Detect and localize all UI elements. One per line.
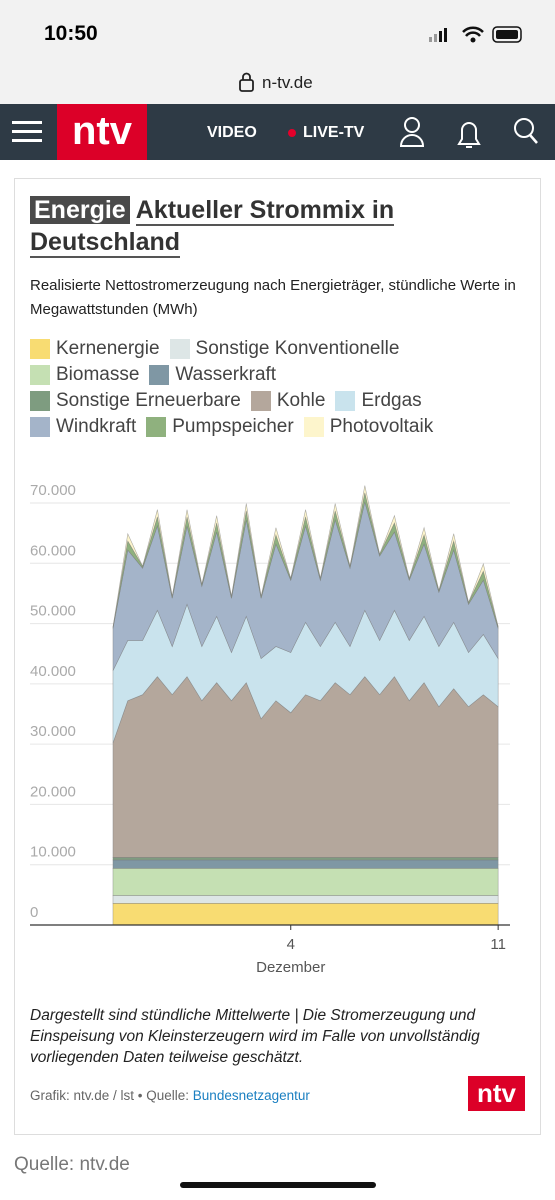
- lock-icon: [239, 72, 254, 92]
- legend-swatch: [30, 391, 50, 411]
- legend: Kernenergie Sonstige Konventionelle Biomas…: [30, 336, 500, 440]
- legend-label: Photovoltaik: [329, 416, 434, 437]
- x-axis-label: Dezember: [256, 959, 325, 976]
- home-indicator: [180, 1182, 376, 1188]
- area: [112, 857, 499, 861]
- area: [112, 485, 499, 628]
- credit: Grafik: ntv.de / lst • Quelle:: [30, 1088, 193, 1103]
- legend-item[interactable]: Sonstige Erneuerbare: [30, 388, 241, 414]
- logo[interactable]: ntv: [57, 104, 147, 160]
- y-tick-label: 60.000: [30, 542, 76, 559]
- areas: [112, 485, 499, 926]
- status-icons: [429, 26, 522, 43]
- kicker: Energie: [30, 196, 130, 224]
- legend-swatch: [30, 417, 50, 437]
- page-source: Quelle: ntv.de: [14, 1154, 130, 1175]
- headline: Energie Aktueller Strommix in Deutschlan…: [30, 194, 450, 258]
- legend-item[interactable]: Sonstige Konventionelle: [169, 336, 400, 362]
- y-tick-label: 40.000: [30, 663, 76, 680]
- legend-swatch: [30, 365, 50, 385]
- legend-label: Kernenergie: [56, 338, 160, 359]
- legend-item[interactable]: Windkraft: [30, 414, 136, 440]
- y-tick-label: 0: [30, 904, 38, 921]
- legend-label: Pumpspeicher: [172, 416, 294, 437]
- legend-label: Sonstige Konventionelle: [195, 338, 400, 359]
- nav-live[interactable]: LIVE-TV: [303, 124, 365, 141]
- legend-item[interactable]: Kohle: [250, 388, 326, 414]
- area: [112, 859, 499, 869]
- credit-line: Grafik: ntv.de / lst • Quelle: Bundesnet…: [30, 1088, 310, 1103]
- y-tick-label: 70.000: [30, 482, 76, 499]
- legend-swatch: [30, 339, 50, 359]
- area: [112, 868, 499, 896]
- x-tick-label: 4: [287, 936, 295, 953]
- card-logo: ntv: [468, 1076, 525, 1111]
- status-time: 10:50: [44, 22, 98, 45]
- legend-item[interactable]: Erdgas: [335, 388, 422, 414]
- legend-label: Wasserkraft: [175, 364, 277, 385]
- nav-icons[interactable]: [396, 114, 546, 150]
- legend-item[interactable]: Pumpspeicher: [146, 414, 294, 440]
- legend-label: Biomasse: [56, 364, 140, 385]
- live-dot: [288, 129, 296, 137]
- legend-label: Erdgas: [361, 390, 422, 411]
- y-tick-label: 50.000: [30, 603, 76, 620]
- menu-icon[interactable]: [12, 118, 44, 146]
- chart: 0 10.000 20.000 30.000 40.000 50.000 60.000 70.…: [30, 482, 510, 976]
- legend-item[interactable]: Kernenergie: [30, 336, 160, 362]
- area: [112, 895, 499, 904]
- title: Aktueller Strommix in Deutschland: [30, 196, 395, 258]
- y-tick-label: 30.000: [30, 723, 76, 740]
- legend-swatch: [250, 391, 271, 411]
- y-tick-label: 20.000: [30, 783, 76, 800]
- legend-swatch: [169, 339, 190, 359]
- y-tick-label: 10.000: [30, 844, 76, 861]
- legend-item[interactable]: Biomasse: [30, 362, 139, 388]
- legend-item[interactable]: Wasserkraft: [149, 362, 276, 388]
- legend-swatch: [335, 391, 356, 411]
- legend-swatch: [146, 417, 167, 437]
- legend-item[interactable]: Photovoltaik: [303, 414, 434, 440]
- source-link[interactable]: Bundesnetzagentur: [192, 1088, 310, 1103]
- area: [112, 902, 499, 926]
- legend-swatch: [149, 365, 170, 385]
- browser-chrome: [0, 0, 555, 104]
- legend-swatch: [303, 417, 324, 437]
- footnote: Dargestellt sind stündliche Mittelwerte …: [30, 1007, 480, 1066]
- legend-label: Sonstige Erneuerbare: [56, 390, 241, 411]
- nav-video[interactable]: VIDEO: [207, 124, 257, 141]
- subtitle: Realisierte Nettostromerzeugung nach Ene…: [30, 277, 516, 318]
- legend-label: Kohle: [276, 390, 326, 411]
- card: [14, 178, 541, 1135]
- legend-label: Windkraft: [56, 416, 137, 437]
- url[interactable]: n-tv.de: [262, 73, 313, 92]
- x-tick-label: 11: [490, 936, 506, 953]
